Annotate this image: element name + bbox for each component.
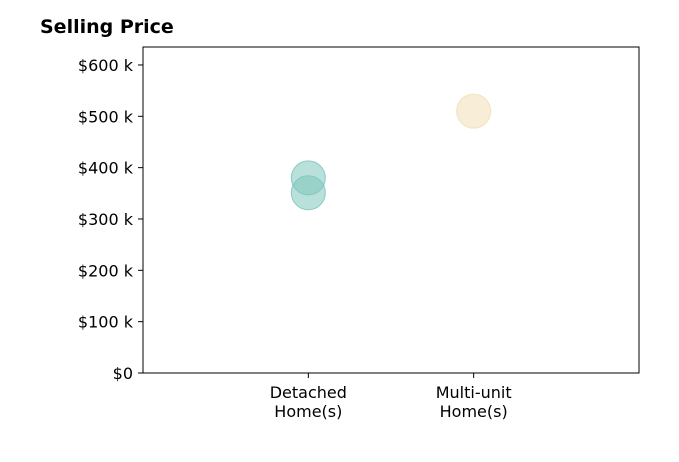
data-point (290, 175, 326, 211)
y-tick-label: $400 k (78, 159, 134, 178)
x-tick-label: Detached Home(s) (270, 383, 347, 421)
chart-title: Selling Price (40, 16, 174, 38)
y-tick-label: $300 k (78, 210, 134, 229)
y-tick-label: $600 k (78, 56, 134, 75)
x-axis: Detached Home(s) Multi-unit Home(s) (270, 373, 512, 421)
x-tick-label: Multi-unit Home(s) (436, 383, 512, 421)
y-tick-label: $100 k (78, 313, 134, 332)
plot-area-frame (142, 46, 640, 374)
y-tick-label: $200 k (78, 261, 134, 280)
data-point (456, 93, 492, 129)
data-points (290, 93, 492, 211)
y-tick-label: $0 (113, 364, 133, 383)
y-tick-label: $500 k (78, 107, 134, 126)
y-axis: $0 $100 k $200 k $300 k $400 k $500 k $600 k (78, 56, 143, 383)
